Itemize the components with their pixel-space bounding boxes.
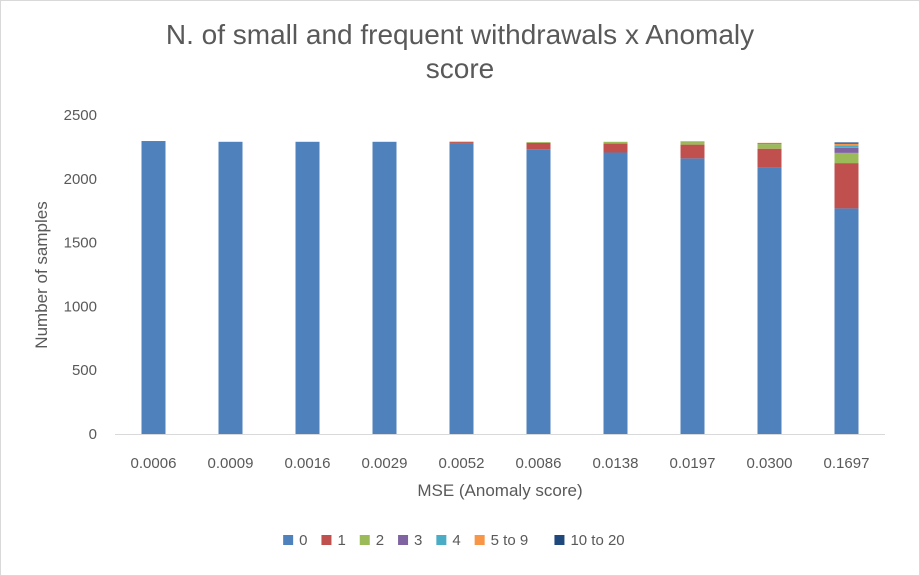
bar-segment-9-series-4 [834, 145, 859, 148]
x-tick-label: 0.0016 [285, 455, 331, 472]
legend-label-2: 2 [376, 532, 384, 549]
legend-swatch-1 [321, 535, 332, 545]
x-tick-label: 0.0300 [747, 455, 793, 472]
y-tick-label: 0 [89, 426, 97, 443]
bar-segment-5-series-0 [526, 149, 551, 435]
legend-label-1: 1 [337, 532, 345, 549]
y-axis: 0 500 1000 1500 2000 2500 [64, 107, 97, 443]
bar-segment-1-series-0 [218, 141, 243, 434]
bar-segment-9-series-2 [834, 152, 859, 164]
bar-segment-6-series-2 [603, 141, 628, 144]
bars [141, 141, 859, 435]
x-tick-label: 0.1697 [824, 455, 870, 472]
bar-segment-3-series-0 [372, 141, 397, 434]
bar-segment-8-series-4 [757, 143, 782, 144]
y-tick-label: 2500 [64, 107, 97, 124]
bar-segment-9-series-0 [834, 208, 859, 434]
bar-segment-8-series-1 [757, 148, 782, 168]
y-tick-label: 500 [72, 362, 97, 379]
x-tick-label: 0.0029 [362, 455, 408, 472]
bar-segment-8-series-2 [757, 144, 782, 149]
x-tick-label: 0.0086 [516, 455, 562, 472]
x-tick-label: 0.0197 [670, 455, 716, 472]
legend-swatch-5 [474, 535, 485, 545]
bar-segment-9-series-5 [834, 143, 859, 146]
bar-segment-7-series-3 [680, 141, 705, 143]
bar-segment-0-series-0 [141, 141, 166, 434]
bar-segment-7-series-0 [680, 158, 705, 434]
bar-segment-7-series-1 [680, 144, 705, 159]
bar-segment-5-series-2 [526, 142, 551, 143]
bar-segment-6-series-0 [603, 152, 628, 434]
x-tick-label: 0.0138 [593, 455, 639, 472]
bar-segment-8-series-3 [757, 143, 782, 145]
y-tick-label: 2000 [64, 171, 97, 188]
y-tick-label: 1500 [64, 235, 97, 252]
bar-segment-6-series-1 [603, 143, 628, 153]
bar-segment-9-series-1 [834, 163, 859, 209]
bar-segment-9-series-3 [834, 147, 859, 153]
legend-swatch-2 [359, 535, 370, 545]
legend: 0 1 2 3 4 5 to 9 10 to 20 [283, 532, 625, 549]
bar-segment-4-series-1 [449, 142, 474, 144]
bar-segment-2-series-0 [295, 141, 320, 434]
bar-segment-4-series-0 [449, 143, 474, 434]
y-tick-label: 1000 [64, 298, 97, 315]
chart-title-line-1: N. of small and frequent withdrawals x A… [165, 19, 755, 50]
y-axis-label: Number of samples [32, 201, 51, 348]
bar-segment-5-series-1 [526, 142, 551, 150]
legend-label-6: 10 to 20 [570, 532, 624, 549]
x-axis: 0.0006 0.0009 0.0016 0.0029 0.0052 0.0086 0.01… [131, 455, 870, 472]
legend-swatch-3 [398, 535, 409, 545]
bar-segment-8-series-0 [757, 167, 782, 434]
legend-label-0: 0 [299, 532, 307, 549]
x-tick-label: 0.0009 [208, 455, 254, 472]
x-tick-label: 0.0052 [439, 455, 485, 472]
legend-swatch-4 [436, 535, 447, 545]
legend-label-3: 3 [414, 532, 422, 549]
legend-swatch-6 [554, 535, 565, 545]
chart-title-line-2: score [425, 53, 495, 84]
x-tick-label: 0.0006 [131, 455, 177, 472]
chart-title: N. of small and frequent withdrawals x A… [0, 18, 920, 86]
legend-swatch-0 [283, 535, 294, 545]
legend-label-5: 5 to 9 [491, 532, 529, 549]
bar-segment-4-series-2 [449, 141, 474, 143]
bar-segment-7-series-2 [680, 141, 705, 145]
x-axis-label: MSE (Anomaly score) [417, 481, 582, 500]
bar-segment-9-series-6 [834, 142, 859, 144]
bar-segment-8-series-5 [757, 142, 782, 144]
legend-label-4: 4 [452, 532, 460, 549]
